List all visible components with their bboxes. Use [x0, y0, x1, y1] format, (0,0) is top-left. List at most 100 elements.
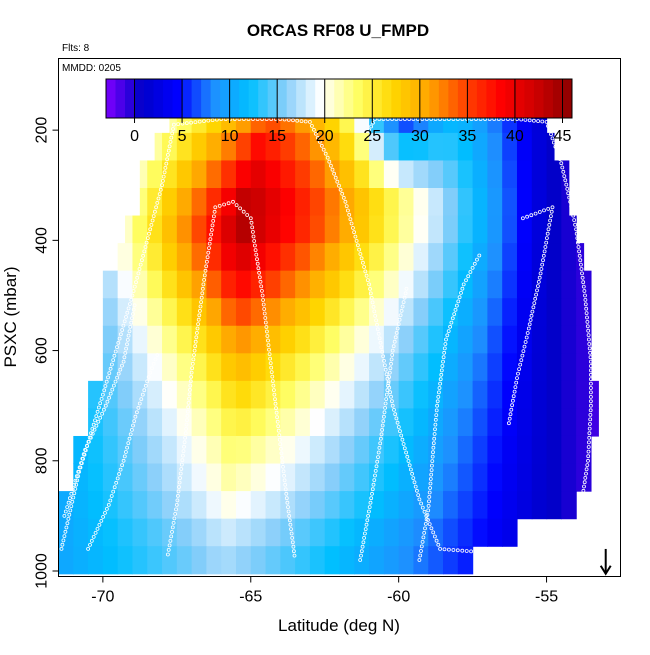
colorbar-segment — [125, 79, 136, 118]
flight-track-marker — [169, 135, 174, 140]
flight-track-marker — [207, 246, 211, 251]
heatmap-cell — [472, 243, 488, 272]
flight-track-marker — [190, 361, 195, 366]
flight-track-marker — [226, 201, 231, 206]
heatmap-cell — [324, 463, 341, 492]
flight-track-marker — [93, 418, 97, 423]
flight-track-marker — [282, 478, 287, 483]
heatmap-cell — [531, 160, 548, 189]
heatmap-cell — [132, 491, 148, 520]
heatmap-cell — [324, 215, 341, 244]
flight-track-marker — [581, 284, 586, 289]
flight-track-marker — [359, 256, 364, 261]
flight-track-marker — [358, 252, 363, 256]
flight-track-marker — [266, 338, 270, 343]
flight-track-marker — [276, 424, 281, 429]
heatmap-cell — [309, 518, 326, 547]
flight-track-marker — [147, 231, 151, 236]
flight-track-marker — [125, 310, 130, 315]
flight-track-marker — [397, 317, 402, 322]
flight-track-marker — [475, 257, 479, 262]
flight-track-marker — [569, 204, 574, 209]
flight-track-marker — [357, 247, 362, 252]
flight-track-marker — [434, 413, 439, 418]
flight-track-marker — [278, 442, 283, 447]
heatmap-cell — [206, 215, 222, 244]
flight-track-marker — [270, 379, 275, 384]
flight-track-marker — [398, 429, 402, 434]
heatmap-cell — [413, 160, 429, 189]
flight-track-marker — [392, 339, 397, 344]
heatmap-cell — [132, 270, 148, 299]
colorbar-segment — [258, 79, 269, 118]
flight-track-marker — [374, 318, 379, 323]
heatmap-cell — [235, 380, 252, 410]
heatmap-cell — [324, 270, 341, 299]
flight-track-marker — [132, 284, 137, 289]
heatmap-cell — [280, 463, 296, 492]
flight-track-marker — [375, 327, 380, 332]
heatmap-cell — [191, 518, 207, 547]
heatmap-cell — [413, 215, 429, 244]
heatmap-cell — [398, 160, 415, 189]
heatmap-cell — [457, 491, 474, 520]
flight-track-marker — [584, 311, 589, 316]
flight-track-marker — [545, 236, 549, 241]
heatmap-cell — [398, 132, 415, 162]
heatmap-cell — [295, 546, 311, 575]
heatmap-cell — [162, 463, 178, 492]
plot-frame — [58, 58, 621, 577]
flight-track-marker — [548, 218, 552, 223]
flight-track-marker — [514, 380, 519, 385]
heatmap-cell — [487, 132, 503, 162]
flight-track-marker — [273, 401, 278, 406]
flight-track-marker — [537, 210, 542, 214]
flight-track-marker — [168, 139, 173, 144]
flight-track-marker — [115, 476, 120, 481]
heatmap-cell — [369, 325, 385, 354]
flight-track-marker — [183, 431, 188, 436]
heatmap-cell — [191, 188, 207, 217]
flight-track-marker — [413, 484, 418, 489]
flight-track-marker — [589, 399, 593, 404]
heatmap-cell — [443, 408, 459, 437]
flight-track-marker — [123, 350, 128, 355]
heatmap-cell — [428, 215, 444, 244]
heatmap-cell — [487, 298, 503, 327]
flight-track-marker — [583, 475, 588, 480]
heatmap-cell — [147, 325, 163, 354]
flight-track-marker — [139, 397, 144, 402]
flight-track-marker — [190, 366, 195, 371]
flight-track-marker — [568, 199, 573, 204]
heatmap-cell — [309, 132, 326, 162]
flight-track-marker — [206, 118, 211, 123]
flight-track-marker — [547, 222, 552, 227]
flight-track-marker — [284, 491, 289, 496]
heatmap-cell — [309, 408, 326, 437]
heatmap-cell — [162, 380, 178, 410]
heatmap-cell — [324, 408, 341, 437]
flight-track-marker — [180, 453, 185, 458]
heatmap-cell — [457, 132, 474, 162]
flight-track-marker — [125, 342, 129, 347]
heatmap-cell — [147, 380, 163, 410]
flight-track-marker — [273, 397, 277, 402]
flight-track-marker — [582, 289, 587, 293]
heatmap-cell — [516, 270, 533, 299]
heatmap-cell — [383, 298, 400, 327]
heatmap-cell — [398, 518, 415, 547]
flight-track-marker — [404, 286, 409, 291]
heatmap-cell — [546, 298, 562, 327]
flight-track-marker — [472, 261, 477, 266]
flight-track-marker — [263, 316, 268, 320]
flight-track-marker — [427, 522, 432, 526]
heatmap-cell — [413, 463, 429, 492]
flight-track-marker — [430, 454, 435, 459]
flight-track-marker — [110, 387, 115, 392]
heatmap-cell — [280, 546, 296, 575]
heatmap-cell — [472, 491, 488, 520]
flight-track-marker — [150, 218, 155, 223]
flight-track-marker — [124, 346, 128, 351]
heatmap-cell — [88, 463, 104, 492]
heatmap-cell — [221, 408, 237, 437]
